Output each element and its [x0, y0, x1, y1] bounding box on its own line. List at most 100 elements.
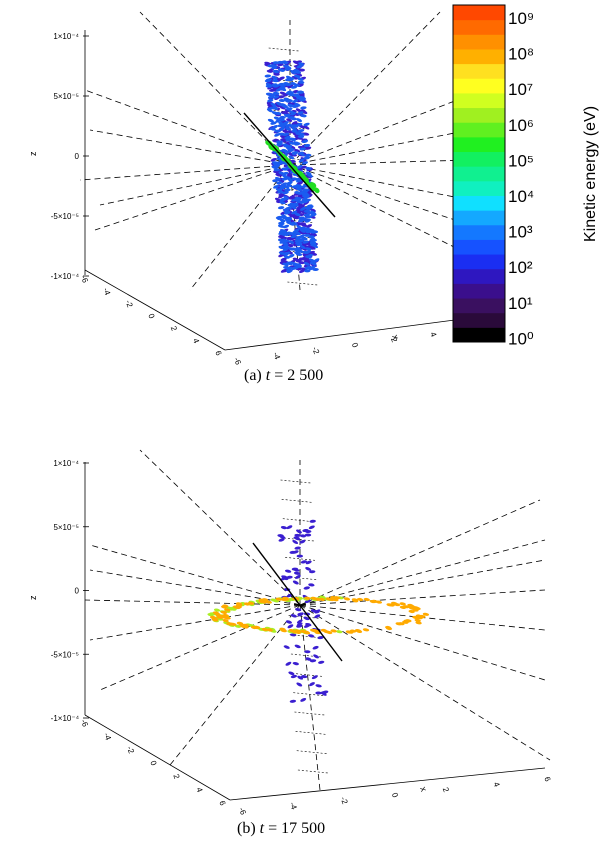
particle: [298, 170, 304, 177]
x-tick-label: -2: [339, 796, 350, 806]
particle: [271, 75, 278, 80]
particle: [414, 618, 421, 622]
particle: [283, 64, 290, 68]
particle: [295, 199, 303, 204]
particle: [297, 77, 304, 81]
particle: [285, 620, 293, 624]
particle: [269, 88, 276, 92]
particle: [414, 606, 421, 611]
field-line: [139, 11, 291, 166]
colorbar-swatch: [453, 283, 505, 299]
particle: [283, 266, 290, 270]
particle: [279, 535, 286, 539]
x-axis-label: x: [418, 785, 429, 793]
particle: [287, 123, 294, 128]
particle: [295, 108, 302, 113]
particle: [391, 601, 398, 605]
particle: [247, 601, 255, 605]
particle: [279, 218, 286, 223]
particle: [289, 699, 297, 703]
y-tick-label: -2: [125, 745, 136, 755]
particle: [317, 636, 324, 640]
particle: [278, 95, 285, 99]
y-tick-label: -6: [79, 274, 90, 284]
particle: [310, 609, 317, 613]
particle: [345, 630, 353, 634]
particle: [292, 104, 299, 108]
particle: [287, 246, 294, 251]
z-axis-label: z: [28, 595, 38, 600]
particle: [309, 519, 316, 523]
z-tick-label: 1×10⁻⁴: [53, 32, 79, 41]
particle: [297, 612, 304, 617]
particle: [291, 210, 298, 215]
particle: [303, 631, 311, 635]
particle: [282, 61, 289, 65]
particle: [311, 675, 318, 680]
particle: [278, 221, 285, 225]
particle: [280, 269, 287, 273]
field-line: [84, 89, 291, 166]
colorbar-tick-label: 10⁸: [508, 45, 534, 64]
caption-b-var: t: [259, 820, 265, 837]
particle: [288, 240, 295, 244]
caption-b-eq: =: [268, 820, 278, 837]
particle: [288, 253, 295, 258]
particle: [299, 228, 306, 233]
particle: [290, 674, 298, 679]
field-line: [169, 604, 301, 766]
particle: [302, 250, 309, 255]
colorbar-tick-label: 10⁴: [508, 187, 534, 206]
particle: [299, 147, 306, 151]
particle: [313, 654, 320, 659]
column-hatch: [282, 518, 313, 522]
particle: [422, 612, 430, 616]
particle: [284, 188, 291, 192]
particle: [294, 212, 301, 217]
particle: [296, 122, 303, 127]
particle: [278, 132, 285, 136]
field-line: [79, 164, 291, 181]
particle: [227, 622, 235, 626]
particle: [298, 158, 305, 163]
particle: [286, 575, 293, 579]
particle: [286, 525, 293, 530]
x-tick-label: -4: [288, 801, 299, 811]
field-line: [299, 604, 551, 761]
axis-line: [229, 767, 546, 801]
particle: [292, 539, 299, 545]
column-hatch: [280, 479, 311, 484]
particle: [291, 151, 298, 155]
column-hatch: [295, 731, 326, 735]
particle: [300, 697, 307, 702]
particle: [272, 125, 278, 129]
particle: [362, 628, 370, 632]
particle: [303, 262, 310, 266]
particle: [292, 580, 299, 585]
particle: [283, 645, 290, 649]
particle: [280, 598, 288, 602]
particle: [290, 614, 297, 618]
particle: [294, 250, 301, 254]
field-line: [139, 449, 301, 606]
y-tick-label: -4: [101, 287, 112, 297]
field-line: [299, 589, 546, 606]
particle: [305, 529, 312, 534]
z-tick-label: -1×10⁻⁴: [51, 714, 80, 723]
x-tick-label: 2: [389, 336, 399, 344]
particle: [309, 237, 316, 242]
field-line: [94, 164, 291, 231]
particle: [286, 269, 293, 274]
particle: [408, 605, 415, 610]
particle: [301, 161, 308, 165]
particle: [279, 231, 286, 236]
particle: [285, 206, 292, 210]
particle: [288, 629, 295, 633]
particle: [253, 625, 261, 629]
column-hatch: [293, 692, 324, 696]
particle: [288, 222, 295, 226]
colorbar-tick-label: 10⁰: [508, 329, 534, 348]
colorbar-swatch: [453, 239, 505, 255]
y-tick-label: -6: [79, 718, 90, 728]
